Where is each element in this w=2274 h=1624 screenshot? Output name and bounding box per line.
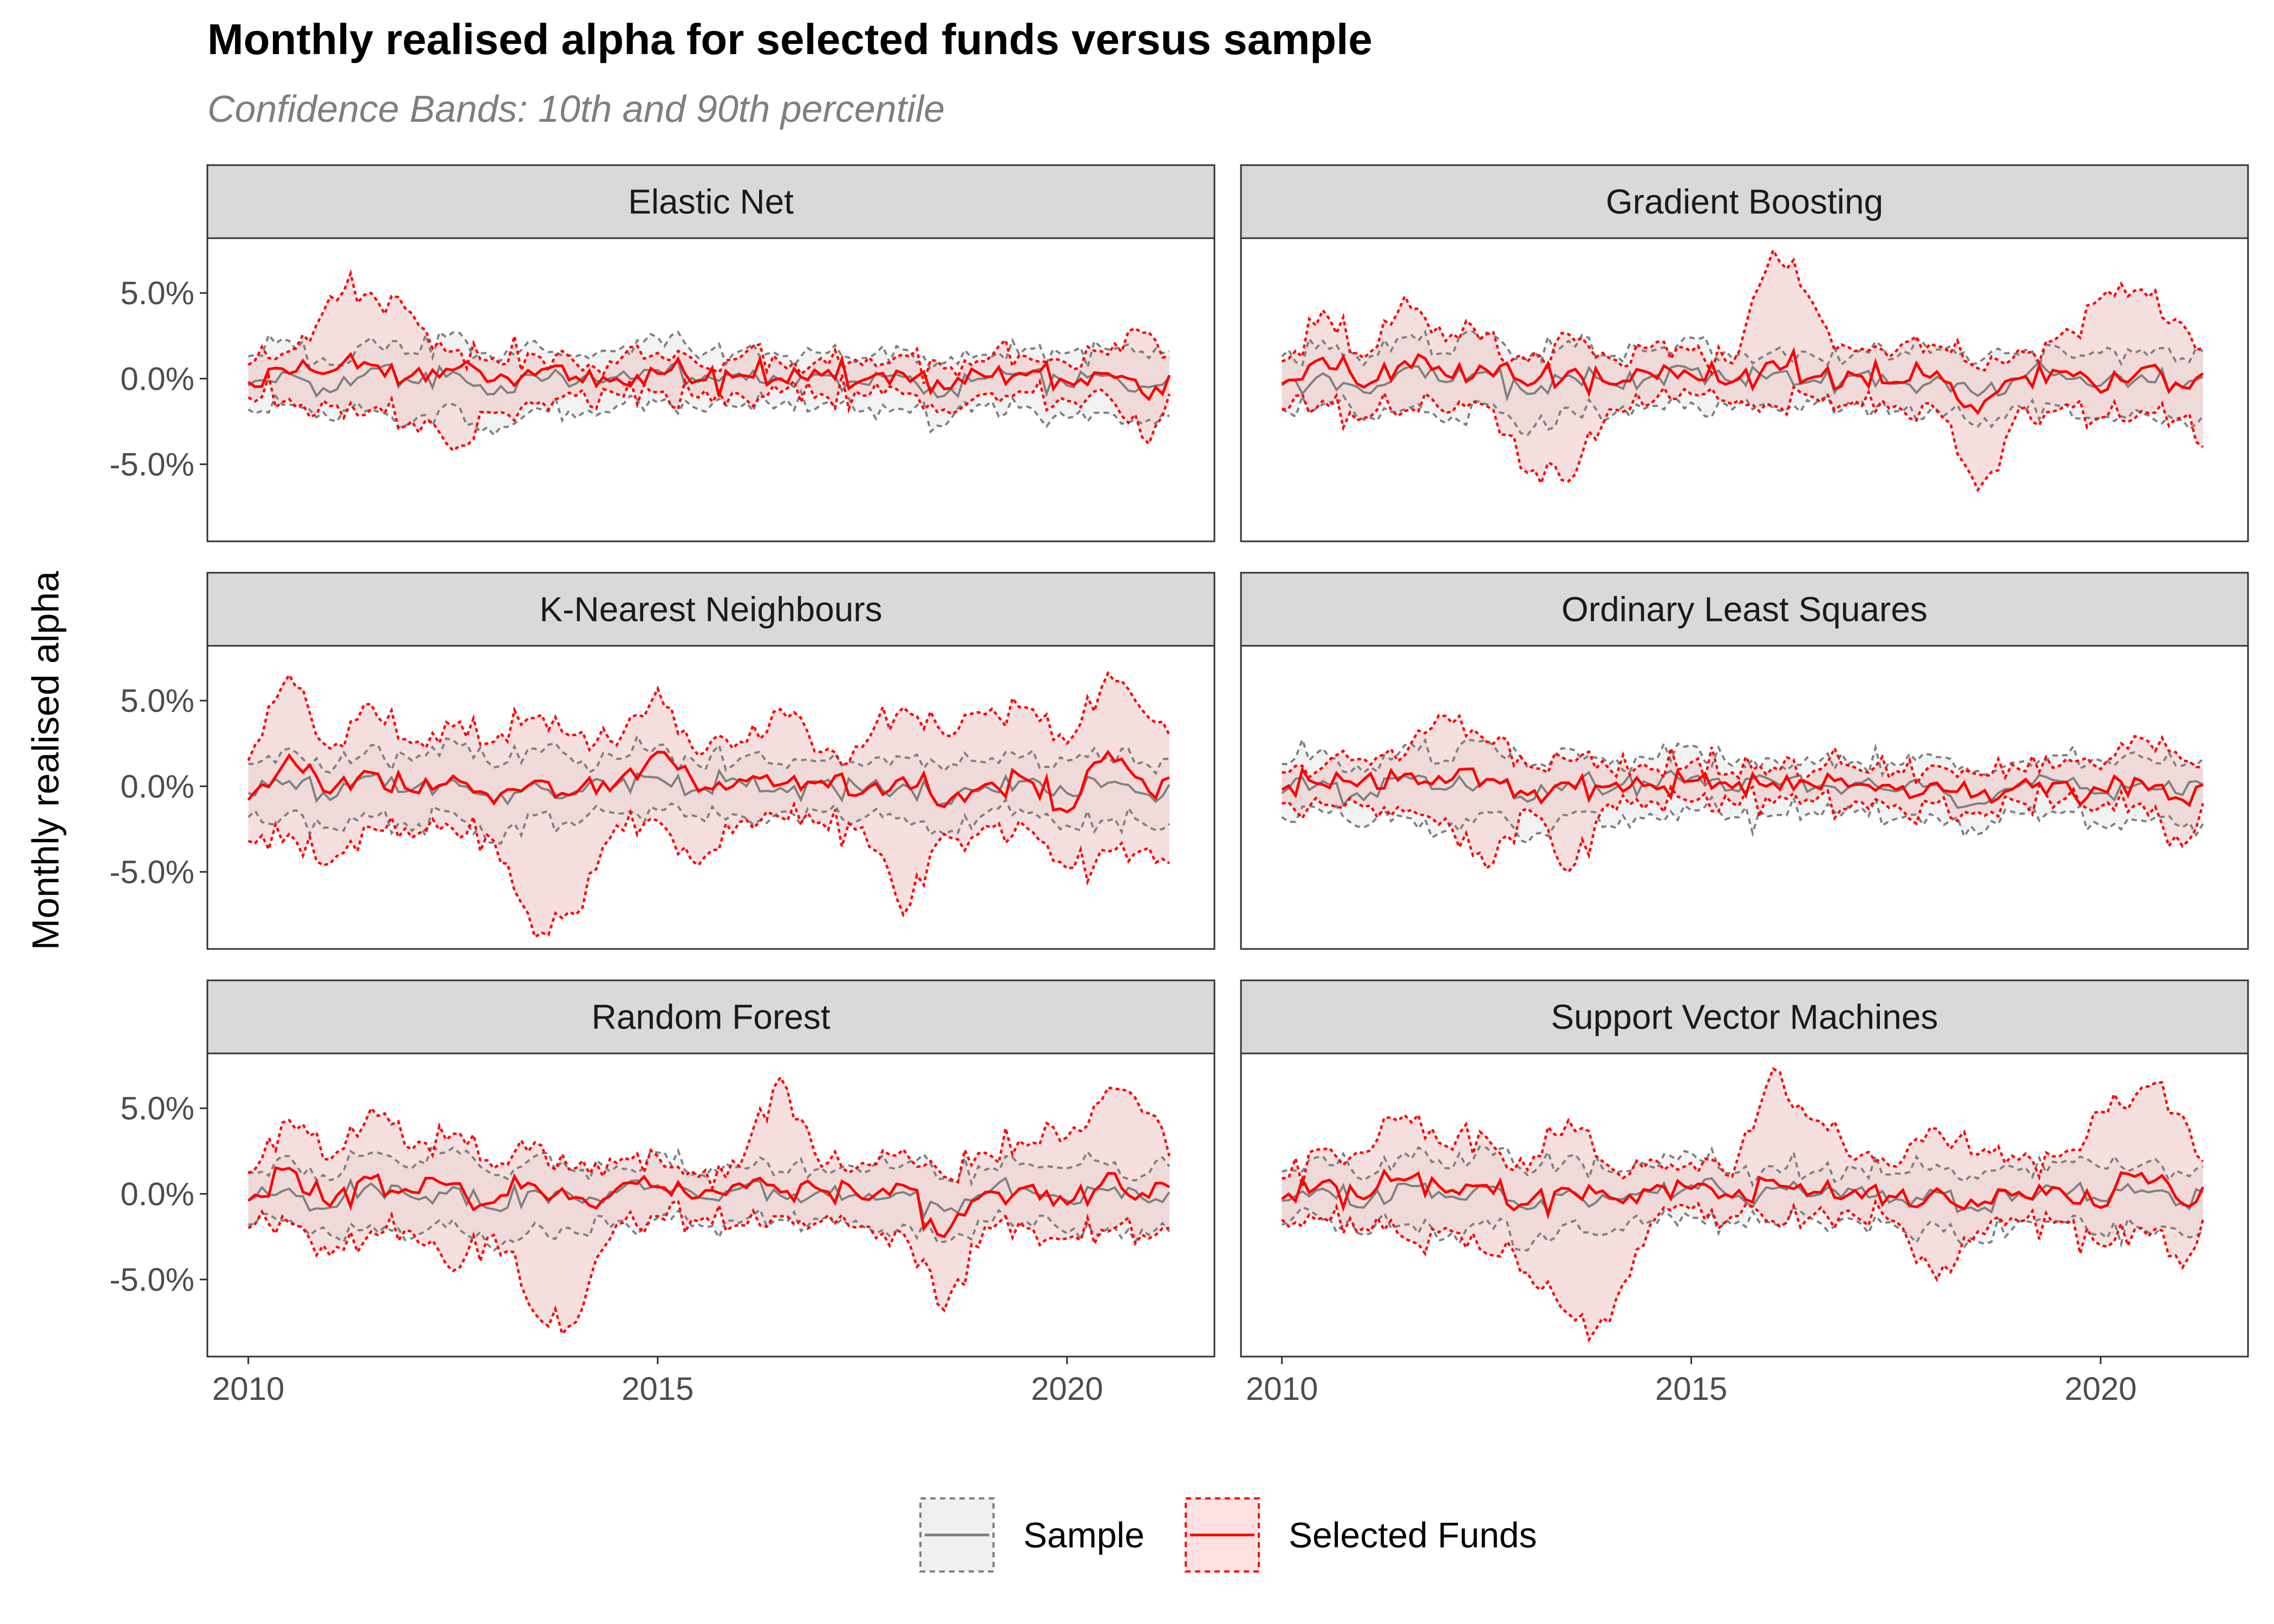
y-tick-label: 5.0%: [120, 275, 194, 311]
legend-label: Sample: [1023, 1515, 1145, 1555]
panel-elastic-net: Elastic Net 5.0% 0.0% -5.0%: [109, 165, 1214, 541]
facet-strip-label: Support Vector Machines: [1551, 998, 1938, 1037]
chart-title: Monthly realised alpha for selected fund…: [207, 15, 1373, 63]
y-tick-label: 0.0%: [120, 1176, 194, 1212]
facet-strip-label: K-Nearest Neighbours: [539, 590, 882, 629]
x-tick-label: 2010: [212, 1371, 284, 1407]
x-tick-label: 2015: [1655, 1371, 1727, 1407]
y-tick-label: 5.0%: [120, 1090, 194, 1127]
y-axis-title: Monthly realised alpha: [24, 571, 67, 950]
faceted-line-chart: Monthly realised alpha for selected fund…: [0, 0, 2274, 1624]
facet-strip-label: Random Forest: [591, 998, 830, 1037]
x-tick-label: 2015: [622, 1371, 694, 1407]
facet-strip-label: Ordinary Least Squares: [1561, 590, 1927, 629]
panel-ordinary-least-squares: Ordinary Least Squares: [1241, 573, 2248, 949]
panel-k-nearest-neighbours: K-Nearest Neighbours 5.0% 0.0% -5.0%: [109, 573, 1214, 949]
chart-subtitle: Confidence Bands: 10th and 90th percenti…: [207, 88, 945, 130]
facet-strip-label: Elastic Net: [628, 182, 794, 221]
panel-grid: Elastic Net 5.0% 0.0% -5.0% Gradient Boostin…: [109, 165, 2248, 1407]
x-tick-label: 2020: [1031, 1371, 1103, 1407]
legend-label: Selected Funds: [1289, 1515, 1537, 1555]
facet-strip-label: Gradient Boosting: [1606, 182, 1883, 221]
y-tick-label: 5.0%: [120, 683, 194, 719]
y-tick-label: -5.0%: [109, 447, 194, 483]
y-tick-label: 0.0%: [120, 768, 194, 804]
y-tick-label: -5.0%: [109, 1262, 194, 1298]
y-tick-label: -5.0%: [109, 854, 194, 890]
x-tick-label: 2020: [2064, 1371, 2136, 1407]
y-tick-label: 0.0%: [120, 361, 194, 397]
panel-support-vector-machines: Support Vector Machines 2010 2015 2020: [1241, 980, 2248, 1407]
legend: Sample Selected Funds: [920, 1498, 1537, 1571]
x-tick-label: 2010: [1246, 1371, 1318, 1407]
panel-random-forest: Random Forest 5.0% 0.0% -5.0% 2010 2015 2020: [109, 980, 1214, 1407]
panel-gradient-boosting: Gradient Boosting: [1241, 165, 2248, 541]
